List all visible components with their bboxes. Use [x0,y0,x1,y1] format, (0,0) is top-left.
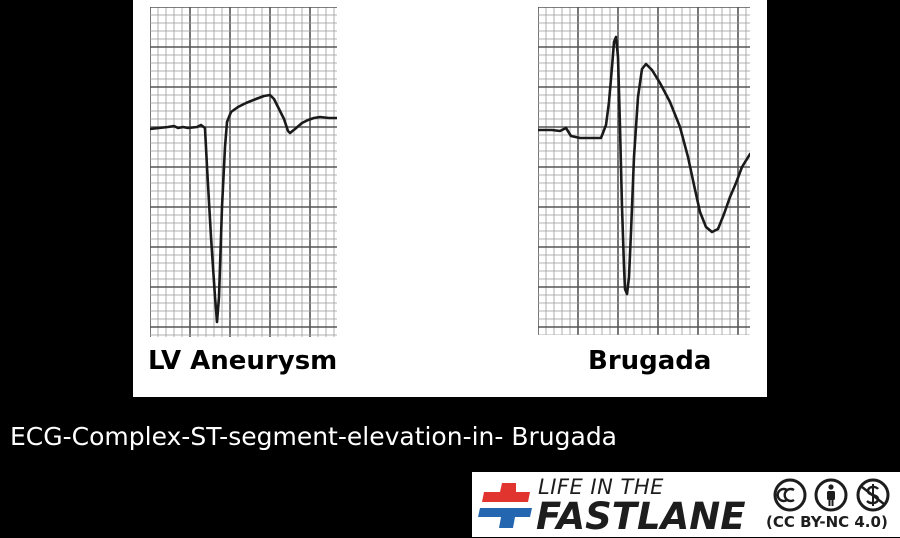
lifeinthefastlane-logo: LIFE IN THE FASTLANE (CC BY-NC 4.0) [472,472,900,538]
lv-aneurysm-ecg-strip [150,7,337,337]
brugada-label: Brugada [588,346,712,376]
license-label: (CC BY-NC 4.0) [766,513,888,531]
logo-text-top: LIFE IN THE [538,475,664,499]
ecg-grid [538,7,750,335]
figure-panel: LV Aneurysm Brugada [133,0,767,397]
cc-icon [773,478,807,512]
ecg-grid [150,7,337,337]
nc-dollar-icon [856,478,890,512]
creative-commons-icons [773,478,890,512]
ecg-trace [538,35,750,296]
by-person-icon [814,478,848,512]
brugada-ecg-strip [538,7,750,335]
figure-caption: ECG-Complex-ST-segment-elevation-in- Bru… [10,422,618,451]
lv-aneurysm-label: LV Aneurysm [148,346,338,376]
logo-text-main: FASTLANE [536,495,746,538]
ecg-trace [150,93,337,324]
medical-cross-logo-icon [478,483,532,528]
